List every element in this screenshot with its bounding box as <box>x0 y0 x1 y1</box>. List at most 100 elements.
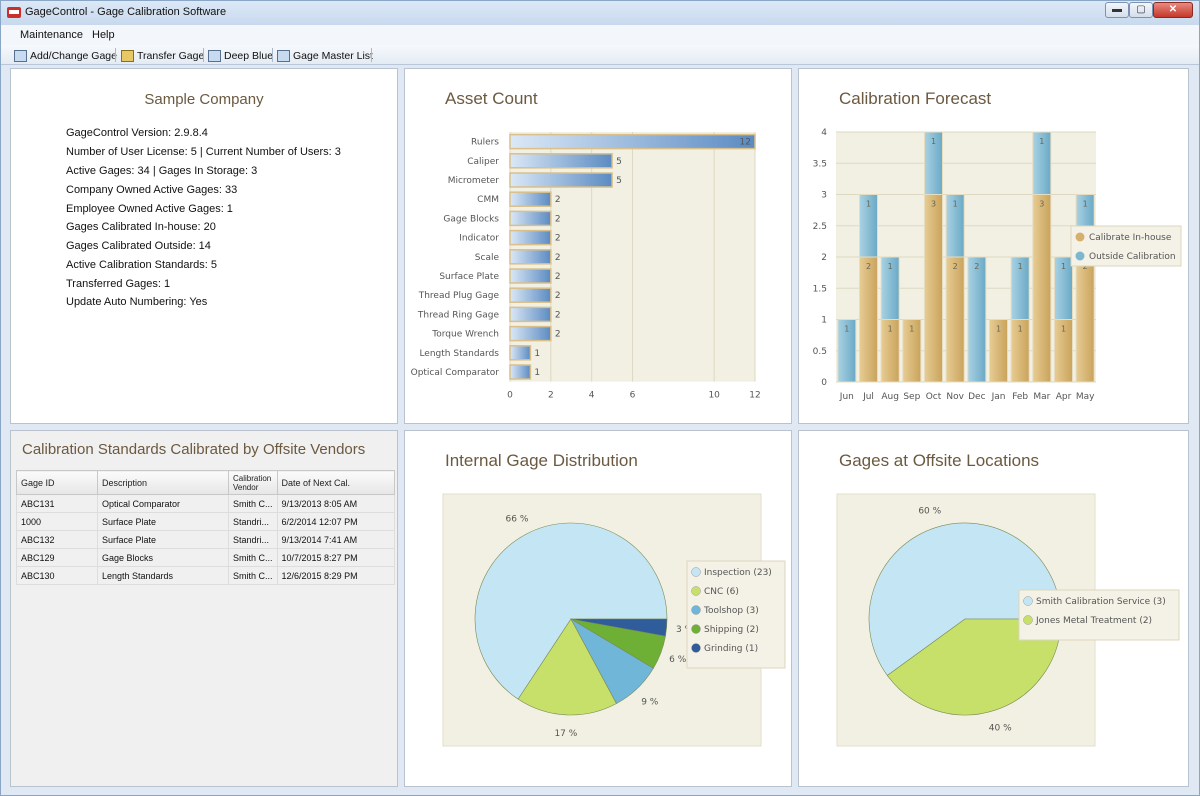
deep-blue-button[interactable]: Deep Blue <box>208 48 273 63</box>
x-tick-label: Feb <box>1012 392 1028 402</box>
pie-slice <box>886 618 1062 716</box>
menu-maintenance[interactable]: Maintenance <box>20 29 83 41</box>
legend-marker <box>691 624 701 634</box>
data-label: 2 <box>866 262 871 271</box>
y-tick-label: 2.5 <box>813 222 827 232</box>
cell-vendor: Smith C... <box>228 566 278 585</box>
y-tick-label: 1 <box>821 316 827 326</box>
cell-vendor: Smith C... <box>228 494 278 513</box>
calibration-forecast-chart: 0 0.5 1 1.5 2 2.5 3 3.5 4 Jun 1 Jul 2 1 Aug 1 1 Sep 1 Oct 3 1… <box>813 128 1182 402</box>
table-row[interactable]: ABC131 Optical Comparator Smith C... 9/1… <box>16 494 396 513</box>
bar-outside <box>967 256 987 383</box>
bar <box>509 229 552 246</box>
x-tick-label: Jul <box>862 392 874 402</box>
maximize-button[interactable]: ▢ <box>1129 2 1153 18</box>
bar-outside <box>880 256 900 320</box>
category-label: Length Standards <box>419 349 499 359</box>
transfer-gage-button[interactable]: Transfer Gage <box>121 48 204 63</box>
bar-outside <box>924 131 943 195</box>
calibration-forecast-title: Calibration Forecast <box>839 89 992 108</box>
category-label: Optical Comparator <box>411 368 500 378</box>
standards-title: Calibration Standards Calibrated by Offs… <box>22 441 366 458</box>
table-row[interactable]: ABC130 Length Standards Smith C... 12/6/… <box>16 566 396 585</box>
y-tick-label: 0 <box>821 378 827 388</box>
bar <box>509 210 552 227</box>
data-label: 2 <box>555 195 561 205</box>
minimize-button[interactable]: ▬ <box>1105 2 1129 18</box>
offsite-locations-chart: 60 % 40 % Smith Calibration Service (3) Jon… <box>836 493 1180 747</box>
data-label: 1 <box>1018 325 1023 334</box>
x-tick-label: 6 <box>630 391 636 401</box>
list-icon <box>277 49 290 62</box>
bar-outside <box>1054 256 1073 320</box>
bar <box>509 325 552 342</box>
table-row[interactable]: ABC132 Surface Plate Standri... 9/13/201… <box>16 530 396 549</box>
data-label: 3 <box>1039 200 1044 209</box>
table-row[interactable]: 1000 Surface Plate Standri... 6/2/2014 1… <box>16 512 396 531</box>
column-header-description[interactable]: Description <box>97 470 229 495</box>
add-change-gage-button[interactable]: Add/Change Gage <box>14 48 117 63</box>
bar-inhouse <box>989 319 1008 383</box>
category-label: Rulers <box>471 138 499 148</box>
slice-label: 60 % <box>918 507 941 517</box>
legend-marker <box>1075 232 1085 242</box>
table-row[interactable]: ABC129 Gage Blocks Smith C... 10/7/2015 … <box>16 548 396 567</box>
legend-marker <box>691 567 701 577</box>
cell-description: Surface Plate <box>97 530 229 549</box>
legend-label: Inspection (23) <box>704 568 772 578</box>
cell-description: Optical Comparator <box>97 494 229 513</box>
x-tick-label: Oct <box>926 392 942 402</box>
bar <box>509 306 552 323</box>
asset-count-panel: Asset Count 0 2 4 6 10 12 Rulers 12 Caliper 5 Micr… <box>404 68 792 424</box>
offsite-locations-title: Gages at Offsite Locations <box>839 451 1040 470</box>
x-tick-label: 2 <box>548 391 554 401</box>
info-line: Transferred Gages: 1 <box>66 278 171 290</box>
bar-outside <box>859 194 878 258</box>
legend-marker <box>691 643 701 653</box>
legend-label: Smith Calibration Service (3) <box>1036 597 1166 607</box>
close-button[interactable]: ✕ <box>1153 2 1193 18</box>
data-label: 1 <box>953 200 958 209</box>
bar-outside <box>945 194 965 258</box>
data-label: 2 <box>953 262 958 271</box>
cell-next-cal: 10/7/2015 8:27 PM <box>276 548 396 567</box>
column-header-gage-id[interactable]: Gage ID <box>16 470 98 495</box>
x-tick-label: 10 <box>708 391 720 401</box>
bar <box>509 364 532 380</box>
legend-label: Toolshop (3) <box>703 606 759 616</box>
legend-marker <box>691 586 701 596</box>
y-tick-label: 4 <box>821 128 827 138</box>
gage-master-list-button[interactable]: Gage Master List <box>277 48 373 63</box>
internal-distribution-panel: Internal Gage Distribution 66 % 17 % 9 % 6 … <box>404 430 792 787</box>
x-tick-label: Mar <box>1033 392 1050 402</box>
bar-inhouse <box>945 256 965 383</box>
x-tick-label: Jun <box>839 392 854 402</box>
menu-help[interactable]: Help <box>92 29 115 41</box>
standards-table: Gage ID Description Calibration Vendor D… <box>16 470 396 585</box>
company-info-panel: Sample Company GageControl Version: 2.9.… <box>10 68 398 424</box>
cell-vendor: Standri... <box>228 512 278 531</box>
data-label: 1 <box>1018 262 1023 271</box>
bar <box>509 133 756 150</box>
info-line: Active Calibration Standards: 5 <box>66 259 218 271</box>
column-header-next-cal[interactable]: Date of Next Cal. <box>276 470 396 495</box>
data-label: 1 <box>1061 325 1066 334</box>
category-label: Torque Wrench <box>431 330 499 340</box>
bar-outside <box>837 319 857 383</box>
legend-box <box>1018 589 1180 641</box>
info-line: Company Owned Active Gages: 33 <box>66 184 238 196</box>
y-tick-label: 1.5 <box>813 284 827 294</box>
slice-label: 40 % <box>989 723 1012 733</box>
column-header-vendor[interactable]: Calibration Vendor <box>228 470 278 495</box>
offsite-locations-panel: Gages at Offsite Locations 60 % 40 % Smith… <box>798 430 1189 787</box>
data-label: 1 <box>888 325 893 334</box>
category-label: Surface Plate <box>439 272 499 282</box>
slice-label: 66 % <box>506 515 529 525</box>
info-line: Employee Owned Active Gages: 1 <box>66 203 233 215</box>
data-label: 1 <box>931 137 936 146</box>
category-label: Micrometer <box>448 176 500 186</box>
data-label: 1 <box>1061 262 1066 271</box>
internal-distribution-title: Internal Gage Distribution <box>445 451 638 470</box>
